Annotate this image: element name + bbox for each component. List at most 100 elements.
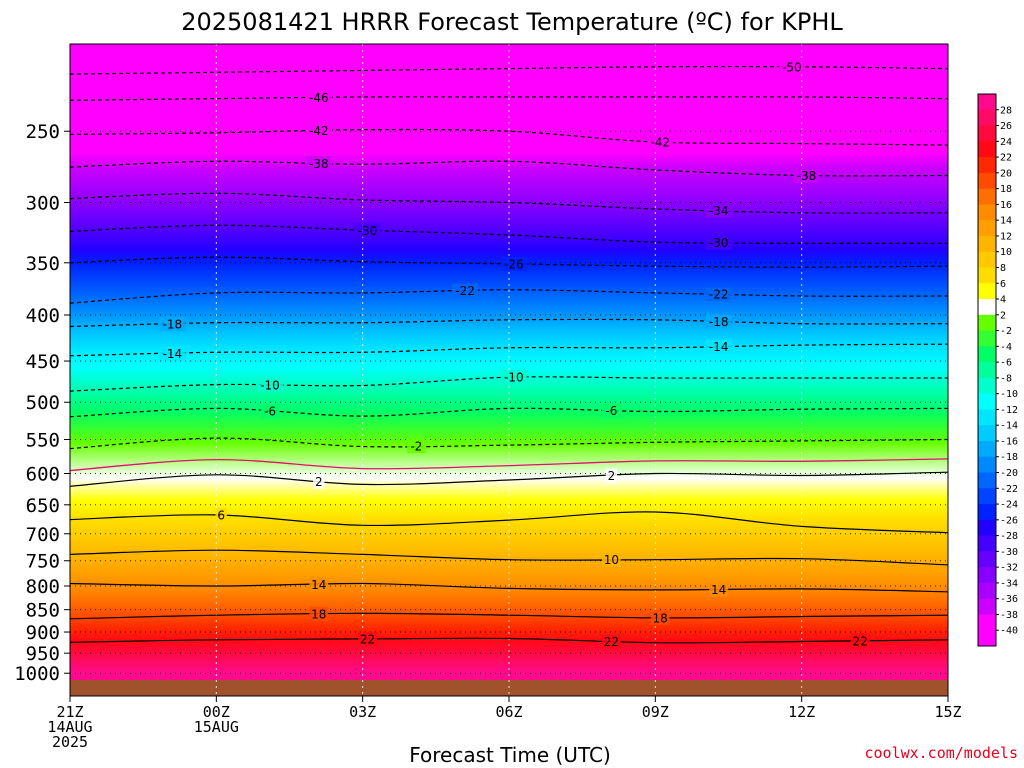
y-tick-label: 400 [26,305,60,327]
colorbar-swatch [978,125,996,142]
colorbar-label: -32 [1000,563,1018,574]
x-tick-label: 06Z [495,703,522,721]
colorbar-label: -22 [1000,484,1018,495]
y-tick-label: 300 [26,193,60,215]
isotherm-label: -38 [797,169,817,183]
y-tick-label: 950 [26,643,60,665]
isotherm-label: -22 [709,288,729,302]
colorbar-label: 28 [1000,105,1012,116]
colorbar-label: 14 [1000,216,1012,227]
colorbar-label: -38 [1000,610,1018,621]
colorbar-swatch [978,188,996,205]
isotherm-label-bg [159,346,186,361]
colorbar-swatch [978,456,996,473]
colorbar-label: -26 [1000,515,1018,526]
colorbar-swatch [978,251,996,268]
isotherm-line [70,318,948,328]
isotherm-label-bg [793,168,820,183]
colorbar-swatch [978,172,996,190]
isotherm-line [70,471,948,487]
x-tick-label: 14AUG [47,718,92,736]
colorbar-label: -4 [1000,342,1012,353]
y-tick-label: 500 [26,392,60,414]
isotherm-label-bg [602,634,621,649]
colorbar-swatch [978,94,996,111]
colorbar-swatch [978,472,996,489]
y-tick-label: 850 [26,600,60,622]
isotherm-label-bg [354,223,381,238]
isotherm-label-bg [309,606,329,621]
y-tick-label: 750 [26,551,60,573]
isotherm-label-bg [602,552,621,567]
isotherm-label-bg [452,283,479,298]
x-tick-label: 12Z [788,703,815,721]
isotherm-label-bg [705,235,732,250]
isotherm-line [70,256,948,268]
colorbar-label: 18 [1000,184,1012,195]
isotherm-label: 10 [604,553,619,567]
isotherm-label-bg [705,203,732,218]
colorbar-label: 8 [1000,263,1006,274]
isotherm-label-bg [305,123,332,138]
x-tick-label: 03Z [349,703,376,721]
colorbar-label: 2 [1000,310,1006,321]
isotherm-label: 18 [311,607,326,621]
isotherm-line [70,612,948,620]
colorbar-label: -20 [1000,468,1018,479]
isotherm-label: -14 [163,347,183,361]
isotherm-label: -2 [410,440,422,454]
colorbar-label: 24 [1000,137,1012,148]
isotherm-label-bg [406,439,426,453]
x-tick-label: 21Z [56,703,83,721]
x-axis-label: Forecast Time (UTC) [409,743,611,767]
colorbar-label: 4 [1000,295,1006,306]
isotherm-label-bg [850,633,870,648]
isotherm-label: -18 [709,315,729,329]
colorbar-swatch [978,582,996,600]
colorbar-label: -36 [1000,594,1018,605]
isotherm-label-bg [705,314,732,329]
isotherm-label-bg [500,257,527,271]
isotherm-label: 6 [217,509,225,523]
isotherm-label: 22 [604,635,619,649]
isotherm-label: -30 [709,236,729,250]
colorbar-swatch [978,109,996,126]
source-credit: coolwx.com/models [864,744,1018,762]
isotherm-label: -46 [309,91,329,105]
colorbar-swatch [978,630,996,647]
colorbar-label: 16 [1000,200,1012,211]
x-tick-label: 15AUG [194,718,239,736]
colorbar-label: -6 [1000,358,1012,369]
isotherm-label-bg [650,610,670,625]
colorbar-swatch [978,141,996,158]
isotherm-line [70,96,948,101]
colorbar-swatch [978,425,996,442]
isotherm-label: -26 [504,258,524,272]
colorbar-swatch [978,567,996,584]
colorbar-label: 10 [1000,247,1012,258]
colorbar-swatch [978,314,996,331]
isotherm-label-bg [647,135,674,150]
isotherm-label-bg [313,474,325,489]
colorbar-swatch [978,330,996,347]
isotherm-line [70,549,948,566]
colorbar-swatch [978,283,996,300]
colorbar-label: 22 [1000,153,1012,164]
isotherm-label: 18 [653,611,668,625]
isotherm-label: 14 [711,583,726,597]
colorbar-label: -16 [1000,436,1018,447]
y-tick-label: 800 [26,576,60,598]
colorbar-swatch [978,551,996,568]
isotherm-label: -6 [605,404,617,418]
y-tick-label: 350 [26,253,60,275]
colorbar-label: 20 [1000,168,1012,179]
isotherm-label: -18 [163,317,183,331]
colorbar-swatch [978,440,996,458]
y-tick-label: 700 [26,524,60,546]
isotherm-label: 14 [311,578,326,592]
colorbar: 28 26 24 22 20 18 16 14 12 10 8 6 4 2 -2 -4 -6 -8 -10 -12 -1… [977,93,1018,647]
y-tick-label: 450 [26,351,60,373]
colorbar-label: -14 [1000,421,1018,432]
isotherm-line [70,582,948,593]
